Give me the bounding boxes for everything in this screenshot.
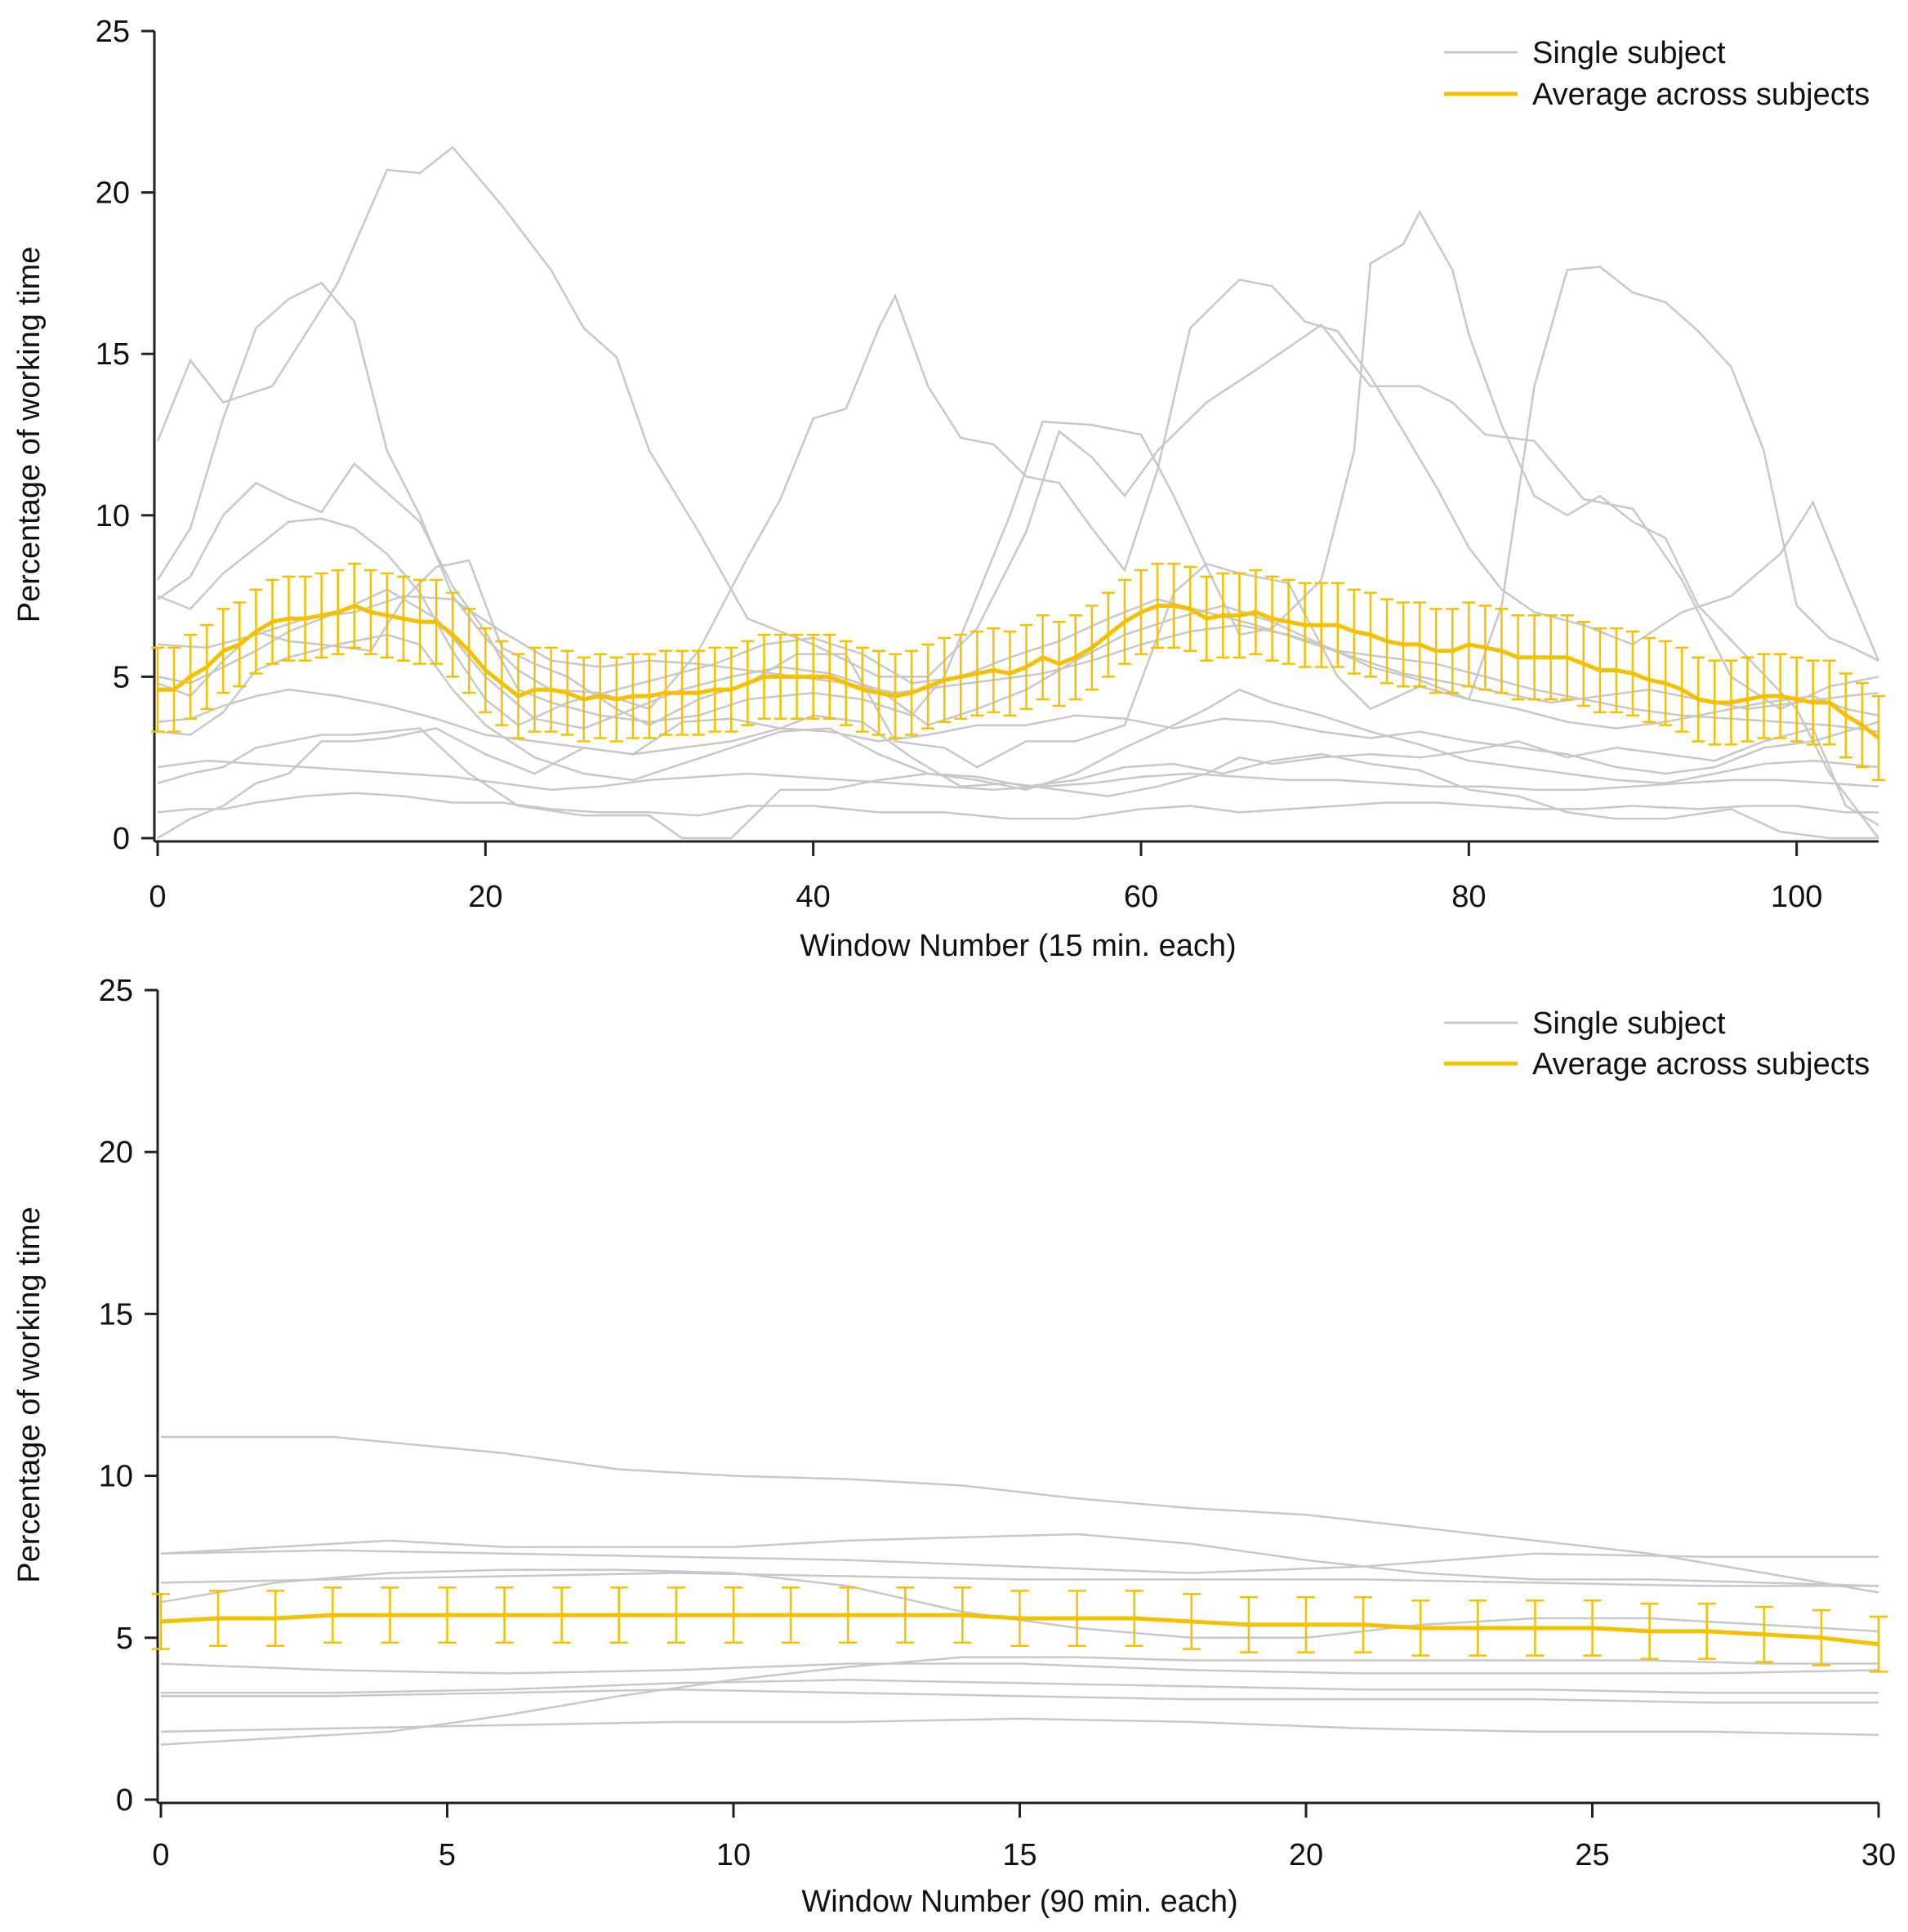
top-x-tick-label: 100 bbox=[1771, 880, 1822, 914]
bottom-legend: Single subject Average across subjects bbox=[1444, 1006, 1870, 1082]
top-subject-line-7 bbox=[157, 688, 1879, 775]
top-subject-line-2 bbox=[156, 278, 1880, 711]
bottom-subject-line-6 bbox=[160, 1662, 1879, 1675]
bottom-subject-line-2 bbox=[160, 1533, 1879, 1587]
bottom-y-tick-label: 5 bbox=[116, 1622, 133, 1656]
bottom-y-tick-label: 25 bbox=[99, 974, 133, 1008]
bottom-subject-line-10 bbox=[160, 1717, 1879, 1736]
top-chart-panel: 0 5 10 15 20 25 0 20 40 60 80 100 Window Number (15 … bbox=[12, 15, 1885, 963]
top-x-tick-label: 40 bbox=[796, 880, 831, 914]
bottom-subject-line-8 bbox=[161, 1679, 1879, 1694]
top-x-tick-label: 20 bbox=[468, 880, 502, 914]
top-y-tick-label: 0 bbox=[113, 822, 130, 856]
top-subject-line-1 bbox=[156, 145, 1879, 711]
bottom-y-tick-label: 10 bbox=[99, 1460, 133, 1494]
bottom-x-tick-label: 0 bbox=[152, 1838, 169, 1872]
legend-single-subject-label: Single subject bbox=[1532, 36, 1726, 70]
legend-average-label: Average across subjects bbox=[1532, 1047, 1870, 1082]
bottom-x-tick-label: 10 bbox=[716, 1838, 751, 1872]
top-subject-line-4 bbox=[157, 265, 1879, 769]
bottom-subject-line-9 bbox=[160, 1656, 1879, 1746]
bottom-y-tick-label: 0 bbox=[116, 1783, 133, 1818]
bottom-error-bar bbox=[1870, 1615, 1888, 1673]
top-subject-line-13 bbox=[157, 517, 1879, 727]
top-y-tick-label: 10 bbox=[96, 499, 130, 533]
top-x-tick-label: 0 bbox=[149, 880, 166, 914]
bottom-y-tick-label: 15 bbox=[99, 1297, 133, 1332]
top-subject-line-11 bbox=[157, 759, 1879, 791]
top-x-tick-label: 60 bbox=[1124, 880, 1158, 914]
top-y-tick-label: 25 bbox=[96, 15, 130, 49]
bottom-x-tick-label: 5 bbox=[439, 1838, 456, 1872]
bottom-subject-line-4 bbox=[160, 1572, 1879, 1587]
bottom-x-tick-label: 20 bbox=[1289, 1838, 1323, 1872]
bottom-x-tick-label: 15 bbox=[1002, 1838, 1036, 1872]
bottom-subject-line-3 bbox=[160, 1549, 1879, 1574]
top-x-axis-title: Window Number (15 min. each) bbox=[800, 929, 1236, 963]
bottom-average-line bbox=[160, 1613, 1879, 1647]
top-y-axis-title: Percentage of working time bbox=[12, 247, 47, 622]
bottom-chart-panel: 0 5 10 15 20 25 0 5 10 15 20 25 30 Window Number (90 … bbox=[12, 974, 1896, 1919]
legend-average-label: Average across subjects bbox=[1532, 78, 1870, 112]
top-subject-line-6 bbox=[157, 714, 1879, 840]
bottom-subject-line-1 bbox=[161, 1435, 1879, 1594]
top-y-tick-label: 20 bbox=[96, 176, 130, 211]
bottom-x-tick-label: 30 bbox=[1861, 1838, 1896, 1872]
bottom-y-tick-label: 20 bbox=[99, 1136, 133, 1170]
top-y-tick-label: 5 bbox=[113, 660, 130, 694]
top-legend: Single subject Average across subjects bbox=[1444, 36, 1870, 112]
bottom-y-axis-title: Percentage of working time bbox=[12, 1207, 47, 1582]
top-subject-line-8 bbox=[157, 792, 1879, 820]
top-subject-line-12 bbox=[157, 595, 1879, 733]
bottom-subject-line-7 bbox=[161, 1688, 1879, 1704]
legend-single-subject-label: Single subject bbox=[1532, 1006, 1726, 1041]
bottom-x-tick-label: 25 bbox=[1575, 1838, 1609, 1872]
top-average-line bbox=[158, 604, 1880, 740]
top-subject-line-3 bbox=[157, 209, 1879, 839]
top-y-tick-label: 15 bbox=[96, 337, 130, 372]
bottom-x-axis-title: Window Number (90 min. each) bbox=[801, 1885, 1237, 1919]
top-x-tick-label: 80 bbox=[1451, 880, 1486, 914]
